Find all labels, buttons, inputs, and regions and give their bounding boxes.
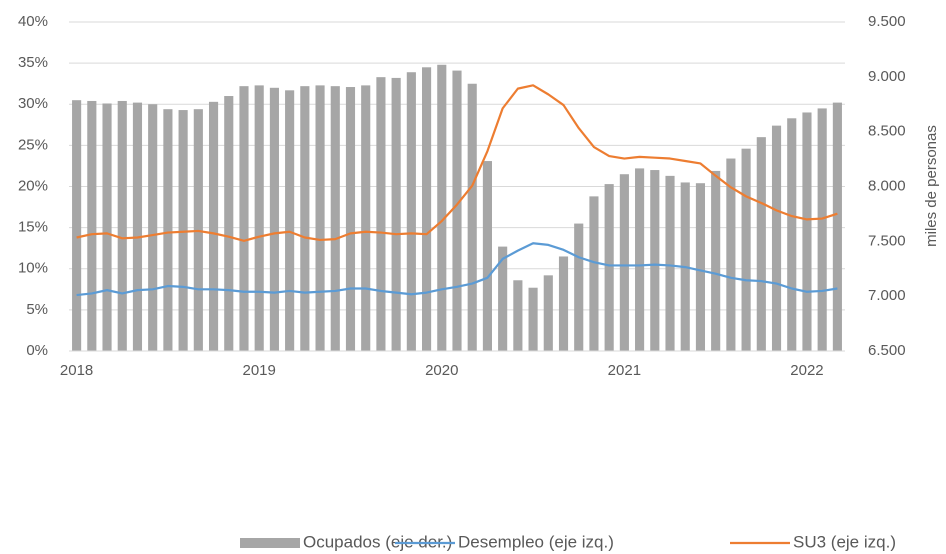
- bar: [178, 110, 188, 351]
- bar: [285, 90, 295, 352]
- bar: [650, 170, 660, 351]
- line: [76, 84, 838, 242]
- bar: [832, 102, 842, 351]
- bar: [498, 246, 508, 351]
- y2-tick-label: 7.000: [868, 287, 906, 304]
- bar: [589, 196, 599, 351]
- bar: [72, 100, 82, 351]
- bar: [117, 100, 127, 352]
- legend-label: Desempleo (eje izq.): [458, 532, 614, 551]
- bar: [558, 256, 569, 351]
- y2-tick-label: 8.000: [868, 177, 906, 194]
- y2-tick-label: 9.500: [868, 13, 906, 30]
- bar: [741, 148, 751, 351]
- y-tick-label: 0%: [26, 342, 48, 359]
- x-tick-label: 2018: [60, 362, 93, 379]
- bar: [452, 70, 462, 351]
- bar: [437, 64, 447, 352]
- line: [76, 242, 838, 297]
- bar: [345, 87, 356, 351]
- x-tick-label: 2019: [243, 362, 276, 379]
- bar: [482, 161, 492, 351]
- y-tick-label: 30%: [18, 95, 48, 112]
- bar: [300, 86, 310, 351]
- bar: [619, 174, 629, 351]
- bar: [132, 102, 143, 351]
- bar: [102, 103, 112, 351]
- y-tick-label: 10%: [18, 260, 48, 277]
- bar: [467, 83, 477, 351]
- bar: [330, 86, 340, 351]
- y-tick-label: 25%: [18, 136, 48, 153]
- bar: [817, 108, 827, 352]
- y2-tick-label: 9.000: [868, 68, 906, 85]
- legend-label: SU3 (eje izq.): [793, 532, 896, 551]
- y-tick-label: 40%: [18, 13, 48, 30]
- bar: [376, 77, 386, 352]
- x-tick-label: 2021: [608, 362, 641, 379]
- bar: [574, 223, 584, 351]
- bar: [422, 67, 432, 352]
- bar: [802, 112, 812, 351]
- bar: [391, 77, 401, 352]
- bar: [254, 85, 264, 352]
- bar: [695, 183, 706, 351]
- legend-swatch: [240, 538, 300, 548]
- y-tick-label: 20%: [18, 177, 48, 194]
- bar: [726, 158, 736, 351]
- bar: [771, 125, 782, 351]
- bar: [756, 137, 766, 351]
- y2-tick-label: 6.500: [868, 342, 906, 359]
- y2-tick-label: 7.500: [868, 232, 906, 249]
- bar: [269, 87, 279, 352]
- bar: [239, 86, 249, 351]
- y2-axis-title: miles de personas: [923, 125, 940, 247]
- bar: [787, 118, 797, 352]
- bar: [635, 168, 645, 351]
- bar: [148, 104, 158, 351]
- bar: [513, 280, 523, 351]
- bar: [528, 287, 538, 351]
- bar: [604, 184, 614, 351]
- legend-label: Ocupados (eje der.): [303, 532, 452, 551]
- x-tick-label: 2020: [425, 362, 458, 379]
- bar: [208, 101, 219, 351]
- y-tick-label: 15%: [18, 219, 48, 236]
- bar: [406, 72, 416, 352]
- y-tick-label: 5%: [26, 301, 48, 318]
- bar: [711, 170, 721, 351]
- bar: [224, 96, 234, 352]
- y-tick-label: 35%: [18, 54, 48, 71]
- bar: [87, 100, 97, 352]
- bar: [665, 175, 675, 351]
- x-tick-label: 2022: [790, 362, 823, 379]
- y2-tick-label: 8.500: [868, 123, 906, 140]
- bar: [361, 85, 371, 352]
- bar: [315, 85, 325, 352]
- bar: [543, 275, 553, 351]
- bar: [163, 109, 173, 351]
